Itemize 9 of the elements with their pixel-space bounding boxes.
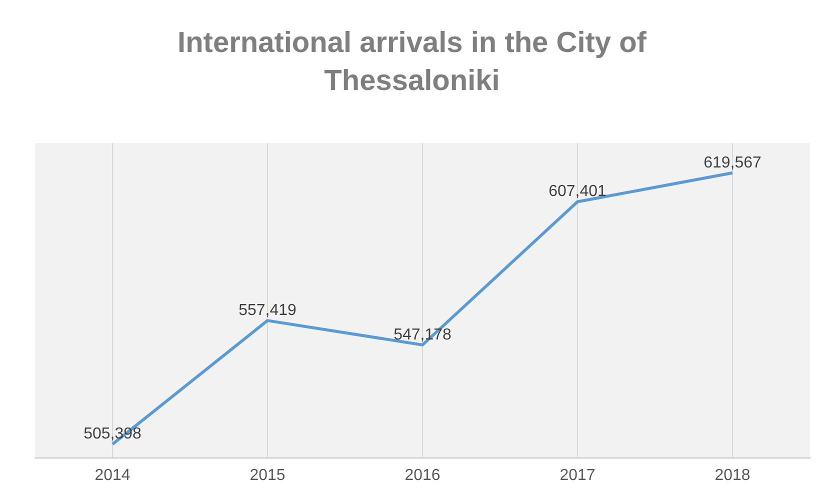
- x-tick-label: 2017: [560, 466, 596, 484]
- data-label: 607,401: [548, 183, 607, 200]
- chart-title: International arrivals in the City of Thessaloniki: [176, 26, 648, 99]
- x-tick-label: 2016: [404, 466, 440, 484]
- x-tick-label: 2014: [94, 466, 130, 484]
- x-tick-label: 2015: [250, 466, 286, 484]
- data-label: 619,567: [704, 154, 762, 172]
- x-tick-label: 2018: [714, 466, 750, 484]
- data-label: 557,419: [238, 302, 297, 319]
